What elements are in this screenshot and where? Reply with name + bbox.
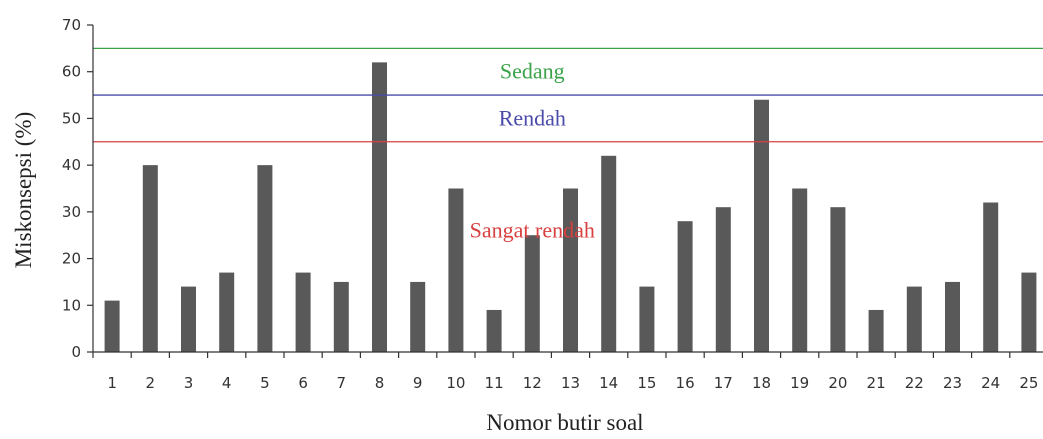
x-tick-label: 18 <box>752 374 771 392</box>
bar-item-12 <box>524 235 540 352</box>
x-tick-label: 9 <box>413 374 423 392</box>
bar-item-15 <box>639 286 655 352</box>
x-tick-label: 25 <box>1019 374 1038 392</box>
x-tick-label: 6 <box>298 374 308 392</box>
x-tick-label: 15 <box>637 374 656 392</box>
x-tick-label: 20 <box>828 374 847 392</box>
band-label-sangat-rendah: Sangat rendah <box>470 218 595 243</box>
band-label-sedang: Sedang <box>500 59 565 84</box>
bar-item-16 <box>677 221 693 352</box>
bars-layer <box>104 62 1037 352</box>
bar-item-6 <box>295 272 311 352</box>
y-tick-label: 60 <box>62 63 81 81</box>
y-tick-label: 50 <box>62 109 81 127</box>
x-tick-label: 11 <box>485 374 504 392</box>
bar-item-9 <box>410 281 426 352</box>
bar-item-14 <box>601 155 617 352</box>
y-tick-label: 30 <box>62 203 81 221</box>
x-tick-label: 19 <box>790 374 809 392</box>
bar-item-13 <box>563 188 578 352</box>
bar-item-23 <box>945 281 960 352</box>
bar-item-25 <box>1021 272 1037 352</box>
x-tick-label: 13 <box>561 374 580 392</box>
x-tick-label: 23 <box>943 374 962 392</box>
bar-item-1 <box>104 300 120 352</box>
bar-item-3 <box>181 286 196 352</box>
bar-item-4 <box>219 272 235 352</box>
x-tick-label: 1 <box>107 374 117 392</box>
bar-item-10 <box>448 188 464 352</box>
x-tick-label: 14 <box>599 374 618 392</box>
band-label-rendah: Rendah <box>499 105 566 130</box>
bar-item-17 <box>715 207 731 352</box>
x-tick-label: 7 <box>337 374 347 392</box>
x-tick-label: 8 <box>375 374 385 392</box>
y-tick-label: 40 <box>62 156 81 174</box>
bar-item-24 <box>983 202 999 352</box>
reference-lines-layer <box>93 47 1043 143</box>
bar-item-21 <box>868 309 884 352</box>
bar-item-19 <box>792 188 808 352</box>
x-tick-label: 16 <box>676 374 695 392</box>
bar-item-11 <box>486 309 502 352</box>
bar-item-2 <box>142 165 158 352</box>
y-axis-title: Miskonsepsi (%) <box>11 112 36 269</box>
x-tick-label: 22 <box>905 374 924 392</box>
bar-item-7 <box>333 281 349 352</box>
y-tick-label: 20 <box>62 250 81 268</box>
y-tick-label: 10 <box>62 296 81 314</box>
x-tick-label: 17 <box>714 374 733 392</box>
x-tick-label: 21 <box>867 374 886 392</box>
axes-layer <box>87 24 1043 358</box>
y-tick-label: 70 <box>62 16 81 34</box>
bar-item-20 <box>830 207 846 352</box>
x-tick-label: 24 <box>981 374 1000 392</box>
x-tick-label: 3 <box>184 374 194 392</box>
y-tick-label: 0 <box>71 343 81 361</box>
bar-item-5 <box>257 165 273 352</box>
x-tick-label: 12 <box>523 374 542 392</box>
x-tick-label: 5 <box>260 374 270 392</box>
x-tick-label: 10 <box>446 374 465 392</box>
x-tick-label: 2 <box>146 374 156 392</box>
bar-item-18 <box>754 99 769 352</box>
bar-item-8 <box>372 62 387 352</box>
bar-item-22 <box>906 286 922 352</box>
x-axis-title: Nomor butir soal <box>486 410 643 435</box>
x-tick-label: 4 <box>222 374 232 392</box>
